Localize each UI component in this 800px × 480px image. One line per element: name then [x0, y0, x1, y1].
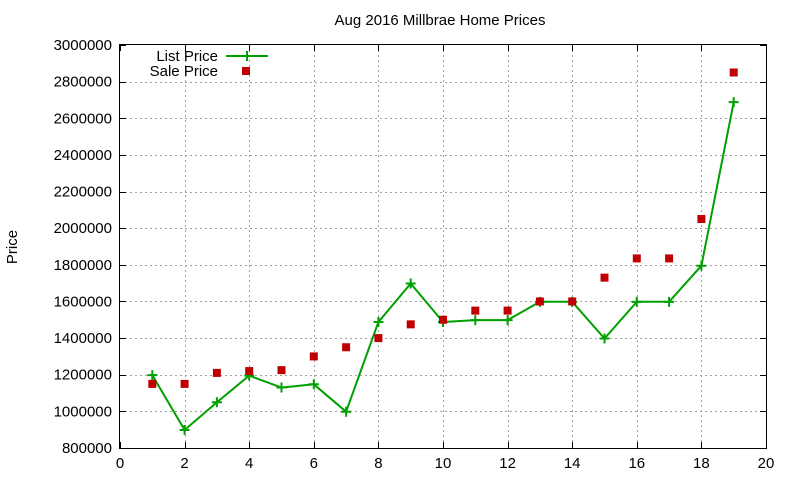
sale-price-point: [342, 343, 351, 352]
y-tick-label: 1800000: [54, 257, 112, 274]
y-tick-label: 1000000: [54, 403, 112, 420]
y-tick-label: 2200000: [54, 184, 112, 201]
x-tick-label: 8: [374, 455, 382, 472]
x-tick-label: 4: [245, 455, 253, 472]
y-tick-label: 800000: [62, 440, 112, 457]
list-price-point: [308, 379, 319, 390]
list-price-point: [373, 316, 384, 327]
x-tick-label: 20: [758, 455, 775, 472]
sale-price-point: [180, 379, 189, 388]
sale-price-point: [665, 254, 674, 263]
list-price-point: [631, 296, 642, 307]
sale-price-point: [471, 306, 480, 315]
list-price-point: [664, 296, 675, 307]
series-layer: [147, 68, 739, 436]
x-tick-label: 14: [564, 455, 581, 472]
sale-price-point: [245, 367, 254, 376]
sale-price-point: [503, 306, 512, 315]
x-tick-label: 16: [628, 455, 645, 472]
y-tick-label: 1600000: [54, 293, 112, 310]
list-price-point: [179, 425, 190, 436]
x-tick-label: 18: [693, 455, 710, 472]
sale-price-point: [729, 68, 738, 77]
y-tick-label: 3000000: [54, 37, 112, 54]
legend: List Price Sale Price: [150, 48, 268, 80]
sale-price-point: [406, 320, 415, 329]
y-tick-label: 2000000: [54, 220, 112, 237]
chart-title: Aug 2016 Millbrae Home Prices: [335, 12, 546, 29]
x-tick-label: 10: [435, 455, 452, 472]
sale-price-point: [697, 215, 706, 224]
sale-price-point: [568, 297, 577, 306]
y-tick-label: 2800000: [54, 74, 112, 91]
list-price-point: [147, 370, 158, 381]
y-tick-label: 2600000: [54, 110, 112, 127]
x-tick-label: 6: [310, 455, 318, 472]
list-price-point: [502, 315, 513, 326]
legend-label-sale-price: Sale Price: [150, 63, 218, 80]
list-price-point: [470, 315, 481, 326]
sale-price-point: [632, 254, 641, 263]
y-tick-label: 1400000: [54, 330, 112, 347]
list-price-point: [405, 278, 416, 289]
list-price-point: [276, 382, 287, 393]
legend-label-list-price: List Price: [156, 48, 218, 65]
sale-price-point: [309, 352, 318, 361]
x-tick-label: 0: [116, 455, 124, 472]
y-tick-label: 2400000: [54, 147, 112, 164]
list-price-point: [211, 397, 222, 408]
legend-marker-sale-price: [242, 67, 250, 75]
sale-price-point: [374, 334, 383, 343]
y-tick-label: 1200000: [54, 367, 112, 384]
y-axis-label: Price: [4, 230, 21, 264]
sale-price-point: [277, 366, 286, 375]
plot-border: [119, 44, 767, 449]
x-tick-label: 12: [499, 455, 516, 472]
x-tick-label: 2: [180, 455, 188, 472]
grid-layer: [120, 45, 766, 448]
sale-price-point: [535, 297, 544, 306]
list-price-point: [341, 406, 352, 417]
legend-marker-list-price: [242, 51, 252, 61]
list-price-point: [599, 333, 610, 344]
sale-price-point: [600, 273, 609, 282]
list-price-point: [728, 97, 739, 108]
ticks-layer: 0 2 4 6 8 10 12 14 16 18 20 800000 1000000 1200000 140…: [54, 37, 775, 472]
list-price-point: [696, 260, 707, 271]
sale-price-point: [212, 368, 221, 377]
sale-price-point: [148, 379, 157, 388]
sale-price-point: [439, 315, 447, 324]
